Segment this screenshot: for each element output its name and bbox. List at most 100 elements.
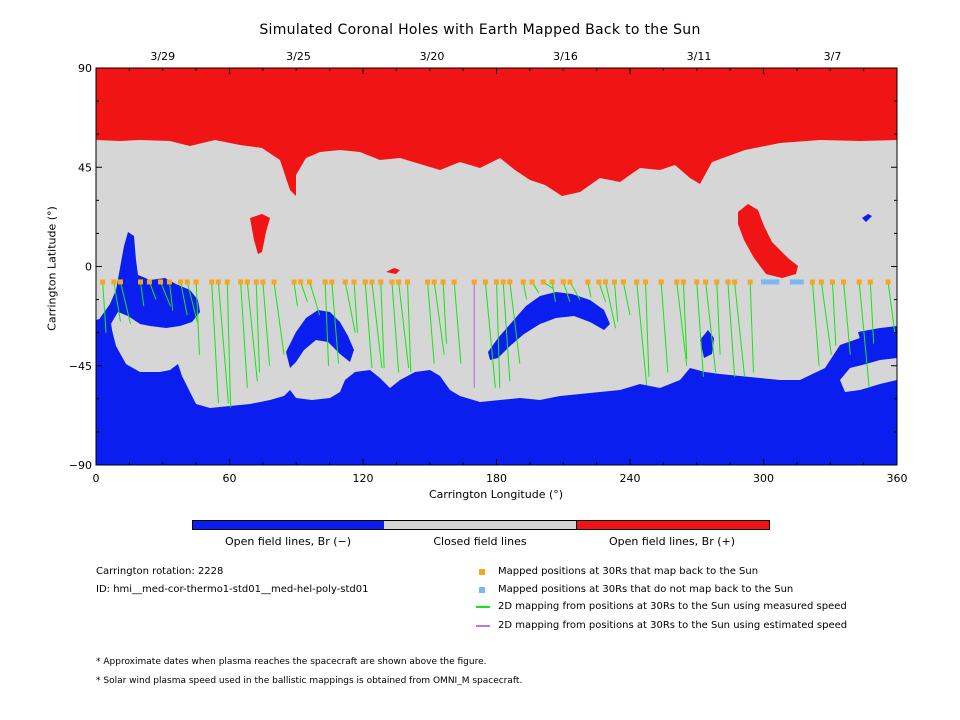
- measured-mapping-line: [364, 281, 373, 368]
- mapped-point: [146, 279, 152, 285]
- mapped-point: [396, 279, 402, 285]
- measured-mapping-line: [496, 281, 501, 388]
- mapped-point: [658, 279, 664, 285]
- legend-mapped-swatch: [479, 569, 485, 575]
- carrington-rotation: Carrington rotation: 2228: [96, 566, 224, 577]
- measured-mapping-line: [613, 281, 619, 322]
- axis-tick-labels: 0 60 120 180 240 300 360 90 45 0 −45 −90 3/29 3/25 3/2…: [69, 50, 908, 485]
- measured-mapping-line: [705, 281, 717, 373]
- measured-mapping-line: [195, 281, 200, 355]
- map-regions: [96, 68, 897, 465]
- colorbar-closed: [384, 520, 576, 530]
- mapped-point: [714, 279, 720, 285]
- mapped-point: [549, 279, 555, 285]
- mapped-point: [596, 279, 602, 285]
- measured-mapping-line: [605, 281, 617, 329]
- y-tick-label: −45: [69, 360, 92, 373]
- south-negative-polar-cap: [96, 316, 897, 465]
- measured-mapping-line: [509, 281, 521, 364]
- colorbar-open-positive: [576, 520, 770, 530]
- y-tick-label: 45: [78, 161, 92, 174]
- measured-mapping-line: [148, 281, 157, 300]
- mapped-point: [378, 279, 384, 285]
- legend-estimated-line: [476, 625, 490, 627]
- measured-mapping-line: [502, 281, 511, 382]
- measured-mapping-line: [869, 281, 875, 344]
- measured-mapping-line: [858, 281, 870, 388]
- mapped-point: [260, 279, 266, 285]
- mapped-point: [540, 279, 546, 285]
- measured-mapping-line: [442, 281, 447, 344]
- mapped-point: [643, 279, 649, 285]
- measured-mapping-line: [484, 281, 496, 388]
- measured-mapping-line: [622, 281, 631, 316]
- note-speed: * Solar wind plasma speed used in the ba…: [96, 676, 523, 686]
- x-tick-label: 240: [620, 472, 641, 485]
- mapped-point: [117, 279, 123, 285]
- positive-hole-mid-2: [386, 268, 400, 274]
- measured-mapping-line: [660, 281, 669, 373]
- x-tick-label: 0: [93, 472, 100, 485]
- measured-mapping-line: [749, 281, 754, 373]
- mapped-point: [867, 279, 873, 285]
- measured-mapping-line: [551, 281, 556, 302]
- mapped-point: [694, 279, 700, 285]
- mapped-point: [560, 279, 566, 285]
- mapped-point: [482, 279, 488, 285]
- mapped-point: [351, 279, 357, 285]
- mapped-point: [209, 279, 215, 285]
- unmapped-point: [789, 279, 795, 285]
- mapped-point: [703, 279, 709, 285]
- mapped-point: [244, 279, 250, 285]
- colorbar-open-negative: [192, 520, 386, 530]
- measured-mapping-line: [309, 281, 321, 316]
- measured-mapping-line: [344, 281, 356, 333]
- colorbar-label-closed: Closed field lines: [433, 535, 527, 548]
- measured-mapping-line: [331, 281, 340, 364]
- measured-mapping-line: [180, 281, 188, 316]
- measured-mapping-line: [676, 281, 688, 366]
- mapped-point: [193, 279, 199, 285]
- mapped-point: [215, 279, 221, 285]
- mapped-point: [238, 279, 244, 285]
- mapped-point: [585, 279, 591, 285]
- mapped-point: [158, 279, 164, 285]
- mapped-point: [520, 279, 526, 285]
- x-tick-label: 120: [353, 472, 374, 485]
- measured-mapping-line: [273, 281, 285, 355]
- mapped-point: [291, 279, 297, 285]
- measured-mapping-line: [811, 281, 820, 366]
- measured-mapping-line: [587, 281, 592, 298]
- negative-hole-east-3: [858, 326, 897, 346]
- measured-mapping-line: [727, 281, 736, 377]
- measured-mapping-line: [433, 281, 445, 355]
- measured-mapping-line: [734, 281, 746, 377]
- mapped-point: [111, 279, 117, 285]
- legend-unmapped-label: Mapped positions at 30Rs that do not map…: [498, 584, 794, 595]
- negative-hole-central: [488, 292, 610, 360]
- measured-mapping-line: [636, 281, 648, 386]
- mapped-point: [307, 279, 313, 285]
- mapped-point: [451, 279, 457, 285]
- mapped-point: [342, 279, 348, 285]
- mapped-points: [100, 279, 891, 285]
- legend-estimated-label: 2D mapping from positions at 30Rs to the…: [498, 620, 848, 631]
- measured-mapping-line: [300, 281, 308, 302]
- unmapped-point: [774, 279, 780, 285]
- measured-mapping-line: [262, 281, 271, 366]
- date-tick-label: 3/16: [553, 50, 578, 63]
- negative-hole-east-2: [862, 214, 872, 222]
- north-positive-polar-cap: [96, 68, 897, 196]
- measured-mapping-line: [168, 281, 174, 311]
- x-axis-label: Carrington Longitude (°): [428, 488, 564, 501]
- mapped-point: [747, 279, 753, 285]
- axis-ticks: [95, 67, 898, 466]
- mapped-point: [829, 279, 835, 285]
- legend-measured-label: 2D mapping from positions at 30Rs to the…: [498, 601, 847, 612]
- mapped-point: [732, 279, 738, 285]
- mapped-point: [674, 279, 680, 285]
- measured-mapping-line: [119, 281, 131, 324]
- mapped-point: [322, 279, 328, 285]
- mapped-point: [725, 279, 731, 285]
- y-tick-label: 0: [85, 261, 92, 274]
